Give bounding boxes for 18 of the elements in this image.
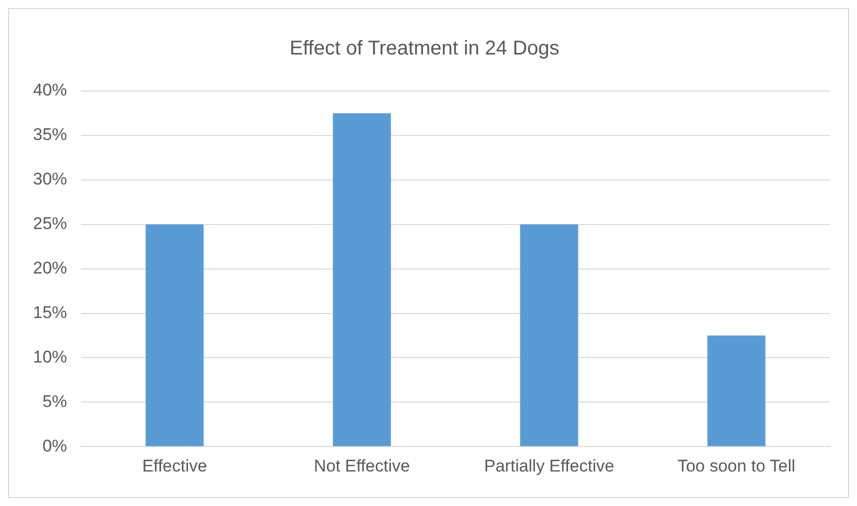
x-tick-label: Effective	[142, 456, 208, 476]
y-tick-label: 0%	[42, 436, 68, 456]
bar	[707, 335, 766, 446]
y-tick-label: 5%	[42, 392, 68, 411]
y-tick-label: 40%	[32, 80, 68, 100]
bar	[520, 224, 578, 446]
bar	[332, 113, 391, 446]
x-tick-label: Too soon to Tell	[677, 456, 796, 476]
y-tick-label: 15%	[32, 302, 68, 322]
y-tick-label: 25%	[32, 214, 68, 234]
chart-title: Effect of Treatment in 24 Dogs	[290, 38, 560, 60]
y-tick-label: 35%	[32, 125, 68, 144]
y-tick-label: 20%	[32, 258, 68, 278]
x-tick-label: Partially Effective	[484, 456, 614, 476]
y-tick-label: 30%	[32, 170, 68, 189]
y-tick-label: 10%	[32, 347, 68, 366]
bar	[146, 224, 204, 446]
x-tick-label: Not Effective	[314, 456, 410, 476]
